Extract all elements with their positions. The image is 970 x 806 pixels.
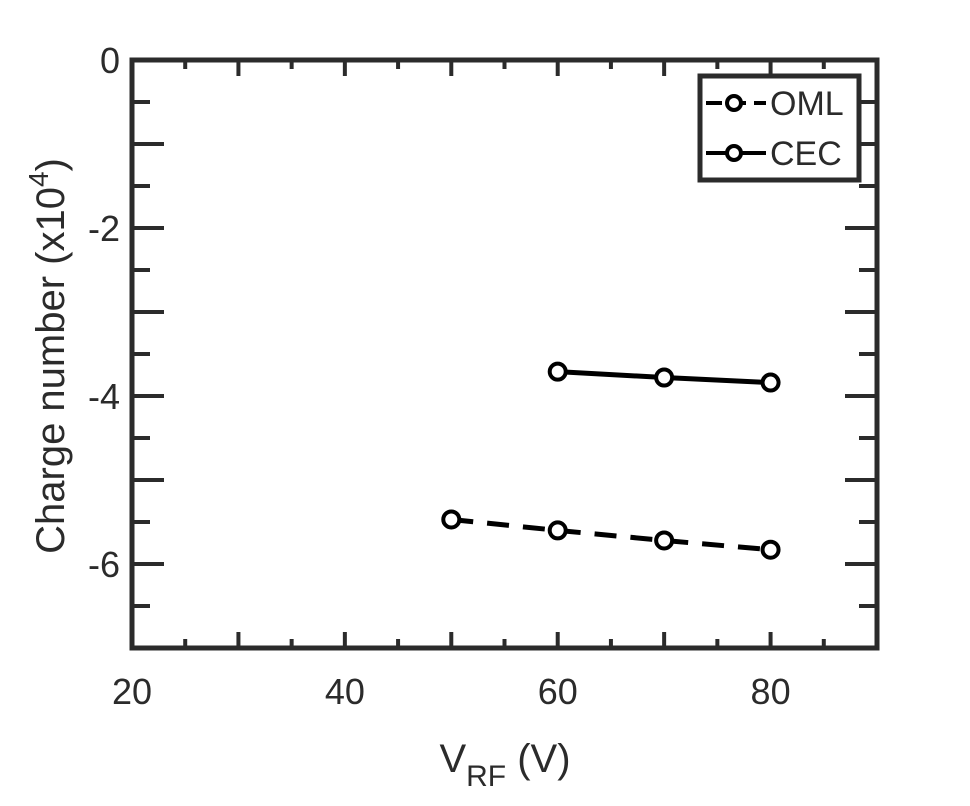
y-axis-label-sup: 4 (23, 171, 54, 187)
data-point-oml (654, 530, 675, 551)
legend-oml-marker (725, 94, 743, 112)
x-axis-label: VRF (V) (439, 737, 570, 793)
legend-cec-label: CEC (770, 135, 842, 173)
plot-frame (129, 57, 880, 651)
y-axis-label-close: ) (29, 158, 73, 171)
series-line-oml (451, 516, 771, 553)
data-point-cec (547, 361, 568, 382)
x-tick-label: 80 (751, 671, 791, 712)
x-tick-label: 20 (112, 671, 152, 712)
x-axis-label-sub: RF (466, 760, 506, 793)
data-point-cec (760, 372, 781, 393)
x-tick-label: 40 (325, 671, 365, 712)
legend-cec-marker (725, 144, 743, 162)
legend-oml-label: OML (770, 85, 844, 123)
x-axis-label-main: V (439, 737, 466, 781)
y-tick-label: -2 (88, 208, 120, 249)
data-point-cec (654, 367, 675, 388)
series-layer (441, 361, 781, 560)
y-tick-label: -6 (88, 544, 120, 585)
y-tick-labels: 0 -2 -4 -6 (88, 40, 120, 585)
y-tick-label: -4 (88, 376, 120, 417)
legend-box (697, 73, 862, 183)
x-axis-label-unit: (V) (506, 737, 570, 781)
data-point-oml (547, 520, 568, 541)
y-axis-label-main: Charge number (x10 (29, 187, 73, 554)
x-tick-labels: 20 40 60 80 (112, 671, 791, 712)
legend: OML CEC (697, 73, 862, 183)
data-point-oml (441, 509, 462, 530)
y-tick-label: 0 (100, 40, 120, 81)
y-axis-label: Charge number (x104) (23, 158, 73, 554)
x-tick-label: 60 (538, 671, 578, 712)
data-point-oml (760, 539, 781, 560)
